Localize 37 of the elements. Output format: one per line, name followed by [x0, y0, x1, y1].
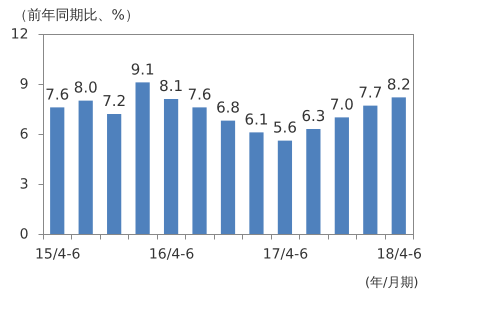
data-label: 7.6: [45, 85, 70, 104]
y-axis-title: （前年同期比、%）: [14, 8, 139, 24]
data-label: 8.0: [74, 78, 98, 97]
data-label: 7.6: [188, 85, 212, 104]
data-label: 7.7: [358, 84, 382, 102]
data-label: 6.1: [244, 110, 268, 128]
data-label: 8.1: [159, 77, 184, 95]
data-label: 9.1: [130, 60, 155, 78]
y-tick-label: 0: [20, 226, 28, 242]
bar: [107, 114, 122, 234]
data-label: 7.2: [102, 92, 126, 110]
x-tick-label: 17/4-6: [262, 246, 308, 262]
bar: [306, 129, 320, 234]
x-tick-label: 16/4-6: [148, 246, 194, 262]
data-label: 7.0: [330, 95, 354, 114]
data-label: 6.3: [301, 107, 326, 125]
data-label: 6.8: [216, 98, 240, 117]
x-tick-label: 18/4-6: [376, 246, 422, 262]
y-tick-label: 6: [20, 126, 29, 142]
bar: [220, 120, 236, 234]
x-axis-title: (年/月期): [364, 276, 418, 290]
bar: [136, 82, 150, 234]
bar: [249, 132, 264, 234]
bar: [164, 99, 178, 234]
bar: [278, 140, 292, 234]
y-tick-label: 12: [10, 26, 28, 42]
y-tick-label: 9: [20, 76, 28, 92]
data-label: 5.6: [272, 118, 297, 137]
bar: [363, 106, 378, 234]
y-tick-label: 3: [20, 176, 28, 192]
bar: [392, 97, 406, 234]
bar: [50, 107, 64, 234]
bar: [334, 117, 349, 234]
bar: [192, 107, 207, 234]
data-label: 8.2: [386, 75, 411, 94]
x-tick-label: 15/4-6: [35, 246, 81, 262]
bar: [78, 100, 93, 234]
